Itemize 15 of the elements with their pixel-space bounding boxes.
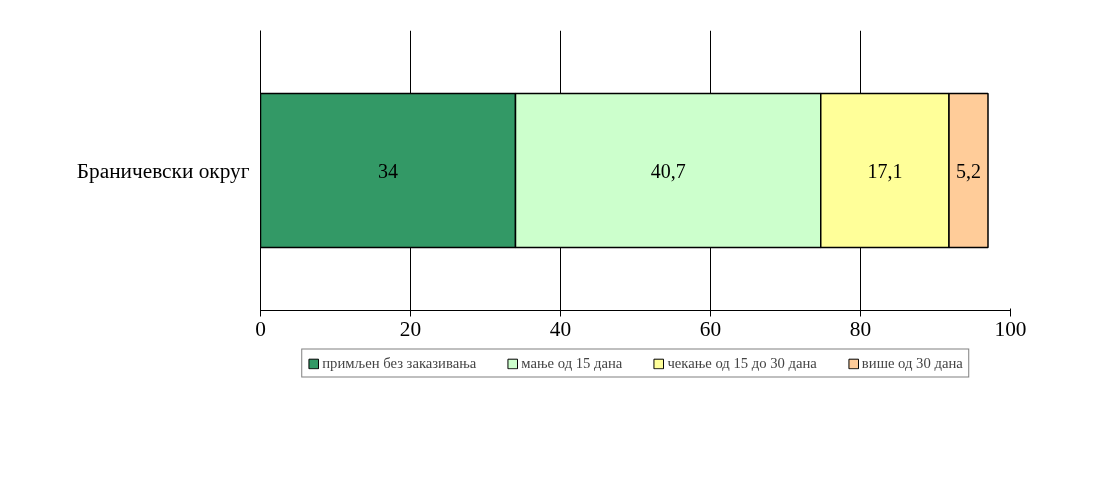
x-tick-label: 40 <box>549 316 572 341</box>
data-label: 5,2 <box>956 159 981 182</box>
legend-label: мање од 15 дана <box>521 354 623 372</box>
data-label: 34 <box>378 159 398 182</box>
data-label: 40,7 <box>650 159 686 182</box>
data-label: 17,1 <box>867 159 903 182</box>
x-tick-label: 60 <box>699 316 722 341</box>
legend-label: више од 30 дана <box>861 354 963 372</box>
x-tick-label: 100 <box>994 316 1027 341</box>
y-tick-label: Браничевски округ <box>76 158 250 183</box>
x-tick-label: 80 <box>849 316 872 341</box>
x-tick-label: 0 <box>255 316 266 341</box>
legend-label: чекање од 15 до 30 дана <box>667 354 817 372</box>
x-tick-label: 20 <box>399 316 422 341</box>
legend-label: примљен без заказивања <box>322 354 477 372</box>
